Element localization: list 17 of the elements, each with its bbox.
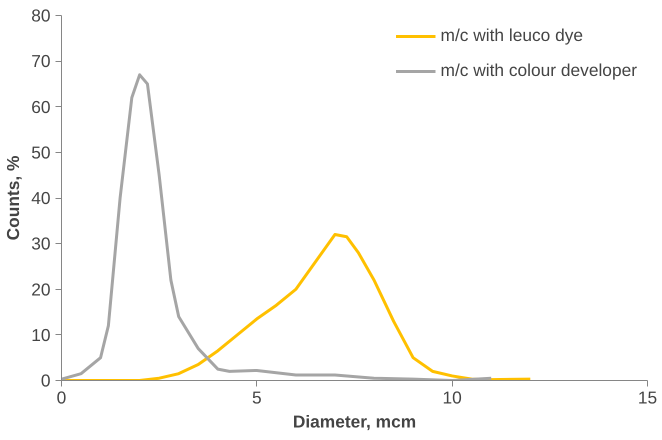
y-tick-label: 30: [31, 234, 51, 254]
y-axis-title: Counts, %: [3, 156, 24, 240]
y-tick-label: 80: [31, 6, 51, 26]
x-tick-label: 0: [56, 388, 66, 408]
y-tick-label: 50: [31, 142, 51, 162]
legend-label: m/c with colour developer: [440, 60, 637, 81]
x-axis-title: Diameter, mcm: [292, 412, 416, 432]
y-tick-label: 60: [31, 96, 51, 117]
y-tick-label: 10: [31, 324, 51, 345]
y-tick-label: 70: [31, 51, 51, 72]
y-tick-label: 20: [31, 279, 51, 300]
x-tick-label: 10: [442, 388, 462, 408]
y-tick-label: 0: [40, 370, 51, 390]
x-tick-label: 15: [638, 388, 658, 408]
y-tick-label: 40: [31, 188, 51, 208]
legend-label: m/c with leuco dye: [440, 25, 584, 46]
x-tick-label: 5: [252, 388, 262, 408]
